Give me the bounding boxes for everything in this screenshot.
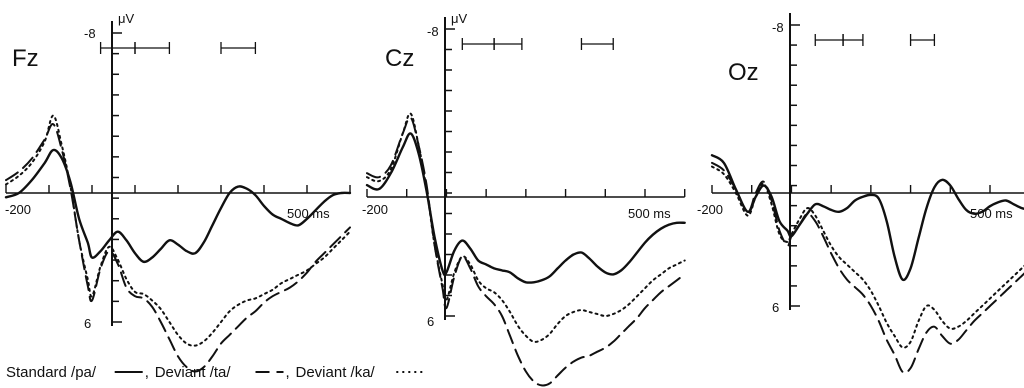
series-solid-line <box>4 148 352 264</box>
y-tick-label: -8 <box>84 26 96 41</box>
legend-separator: , <box>286 364 290 381</box>
significance-window-marker <box>493 38 523 50</box>
legend-label: Deviant /ta/ <box>155 364 232 381</box>
y-tick-label: 6 <box>84 316 91 331</box>
significance-window-marker <box>814 34 844 46</box>
significance-window-marker <box>461 38 495 50</box>
x-tick-label: 500 ms <box>970 206 1013 221</box>
y-tick-label: -8 <box>772 20 784 35</box>
x-tick-label: -200 <box>5 202 31 217</box>
x-tick-label: -200 <box>697 202 723 217</box>
series-dotted-line <box>711 165 1024 349</box>
x-tick-label: 500 ms <box>287 206 330 221</box>
significance-window-marker <box>580 38 614 50</box>
y-tick-label: -8 <box>427 24 439 39</box>
legend-separator: , <box>145 364 149 381</box>
x-tick-label: 500 ms <box>628 206 671 221</box>
panel-cz: Cz μV -8 6 -200 500 ms <box>362 11 686 387</box>
significance-window-marker <box>909 34 936 46</box>
panel-fz: Fz μV -8 6 -200 500 ms <box>4 11 352 373</box>
y-tick-label: 6 <box>427 314 434 329</box>
legend: Standard /pa/, Deviant /ta/, Deviant /ka/ <box>6 364 425 381</box>
significance-window-marker <box>220 42 257 54</box>
panel-oz: Oz -8 6 -200 500 ms <box>697 13 1024 374</box>
series-dotted-line <box>5 114 351 347</box>
series-dotted-line <box>366 112 686 343</box>
x-tick-label: -200 <box>362 202 388 217</box>
y-tick-label: 6 <box>772 300 779 315</box>
legend-label: Standard /pa/ <box>6 364 97 381</box>
unit-label: μV <box>451 11 467 26</box>
significance-window-marker <box>134 42 171 54</box>
legend-label: Deviant /ka/ <box>296 364 376 381</box>
significance-window-marker <box>842 34 864 46</box>
unit-label: μV <box>118 11 134 26</box>
electrode-label: Fz <box>12 45 39 72</box>
significance-window-marker <box>99 42 136 54</box>
electrode-label: Oz <box>728 59 759 86</box>
electrode-label: Cz <box>385 45 414 72</box>
series-solid-line <box>710 154 1024 282</box>
